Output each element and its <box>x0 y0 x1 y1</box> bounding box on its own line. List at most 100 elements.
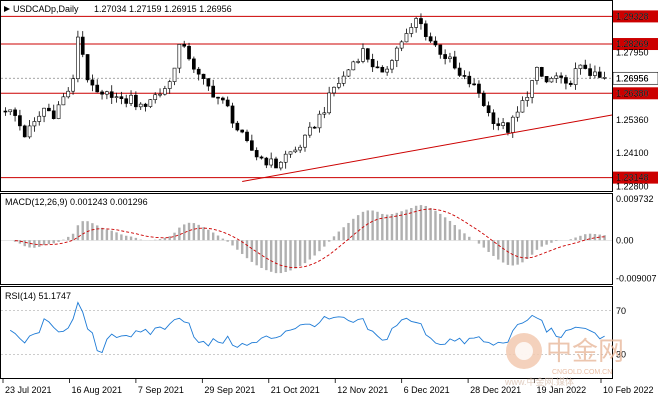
price-tick-label: 1.29328 <box>616 11 649 21</box>
price-panel-frame <box>0 0 613 192</box>
symbol-arrow-icon <box>4 6 10 12</box>
candle-body <box>370 59 375 68</box>
candle-body <box>457 67 462 76</box>
date-tick-label: 7 Sep 2021 <box>138 385 184 395</box>
candle-body <box>100 91 104 95</box>
candle-body <box>404 33 409 43</box>
candle-body <box>192 58 196 70</box>
candle-body <box>37 115 42 122</box>
candle-body <box>564 77 568 84</box>
date-tick-label: 16 Aug 2021 <box>71 385 122 395</box>
candle-body <box>211 85 216 98</box>
candle-body <box>90 79 95 86</box>
candle-body <box>535 67 539 81</box>
price-tick-label: 1.24100 <box>616 148 649 158</box>
candle-body <box>182 44 187 47</box>
price-tick-label: 1.28269 <box>616 39 649 49</box>
candle-body <box>27 125 32 138</box>
candlestick-series <box>3 13 607 171</box>
candle-body <box>549 78 554 83</box>
watermark-badge-inner-icon <box>515 342 533 360</box>
ohlc-readout: 1.27034 1.27159 1.26915 1.26956 <box>94 4 232 14</box>
level-label: 1.29328 <box>616 11 649 21</box>
candle-body <box>143 103 148 107</box>
candle-body <box>448 56 452 59</box>
candle-body <box>597 71 602 78</box>
candle-body <box>501 122 505 126</box>
candle-body <box>42 107 46 117</box>
candle-body <box>13 109 17 116</box>
candle-body <box>477 83 481 94</box>
candle-body <box>80 36 85 55</box>
candle-body <box>61 96 66 106</box>
candle-body <box>307 126 312 136</box>
candle-body <box>8 109 13 113</box>
date-tick-label: 10 Feb 2022 <box>603 385 654 395</box>
date-tick-label: 21 Oct 2021 <box>271 385 320 395</box>
candle-body <box>510 116 515 133</box>
candle-body <box>385 68 389 73</box>
candle-body <box>177 44 182 69</box>
candle-body <box>56 104 61 119</box>
candle-body <box>351 61 356 71</box>
candle-body <box>250 140 254 151</box>
candle-body <box>293 149 298 153</box>
watermark-text: 中金网 <box>546 336 624 366</box>
candle-body <box>491 112 496 124</box>
date-tick-label: 23 Jul 2021 <box>5 385 52 395</box>
candle-body <box>573 68 578 85</box>
rsi-tick-label: 30 <box>616 349 626 359</box>
candle-body <box>428 36 433 42</box>
candle-body <box>336 83 341 88</box>
candle-body <box>298 146 303 151</box>
candle-body <box>85 54 90 81</box>
level-label: 1.26380 <box>616 88 649 98</box>
watermark-logo: 中金网 CNGOLD.COM.CN www.中金网.媒体 <box>504 333 624 387</box>
level-label: 1.28269 <box>616 39 649 49</box>
candle-body <box>414 18 418 28</box>
candle-body <box>216 96 220 99</box>
candle-body <box>264 157 269 166</box>
candle-body <box>452 56 457 69</box>
date-tick-label: 12 Nov 2021 <box>337 385 388 395</box>
candle-body <box>303 134 307 148</box>
candle-body <box>196 68 201 75</box>
candle-body <box>423 23 428 37</box>
price-tick-label: 1.22800 <box>616 182 649 192</box>
candle-body <box>109 91 114 98</box>
candle-body <box>525 96 530 101</box>
support-resistance-lines: 1.29328 1.28269 1.26380 1.23148 1.26956 <box>1 10 658 184</box>
candle-body <box>167 81 172 89</box>
candle-body <box>201 73 206 79</box>
candle-body <box>134 94 138 108</box>
candle-body <box>95 84 100 93</box>
macd-tick-label: 0.009732 <box>616 194 654 204</box>
candle-body <box>365 48 370 60</box>
candle-body <box>520 100 525 113</box>
macd-header: MACD(12,26,9) 0.001243 0.001296 <box>5 197 148 207</box>
rsi-line <box>9 301 605 354</box>
candle-body <box>399 41 404 49</box>
date-tick-label: 28 Dec 2021 <box>470 385 521 395</box>
candle-body <box>568 82 573 85</box>
candle-body <box>438 44 443 55</box>
price-tick-label: 1.23148 <box>616 173 649 183</box>
candle-body <box>394 47 399 61</box>
level-label-box <box>613 87 658 100</box>
candle-body <box>129 94 133 104</box>
candle-body <box>317 113 322 129</box>
candle-body <box>419 18 423 25</box>
candle-body <box>515 111 520 118</box>
candle-body <box>332 86 336 94</box>
current-price-label: 1.26956 <box>616 73 649 83</box>
candle-body <box>119 96 124 99</box>
candle-body <box>3 110 8 113</box>
level-label-box <box>613 10 658 23</box>
rsi-series: 70 30 <box>1 301 626 359</box>
candle-body <box>341 75 346 84</box>
candle-body <box>225 99 230 107</box>
level-label-box <box>613 38 658 51</box>
candle-body <box>76 36 80 80</box>
watermark-domain: CNGOLD.COM.CN <box>552 369 612 376</box>
